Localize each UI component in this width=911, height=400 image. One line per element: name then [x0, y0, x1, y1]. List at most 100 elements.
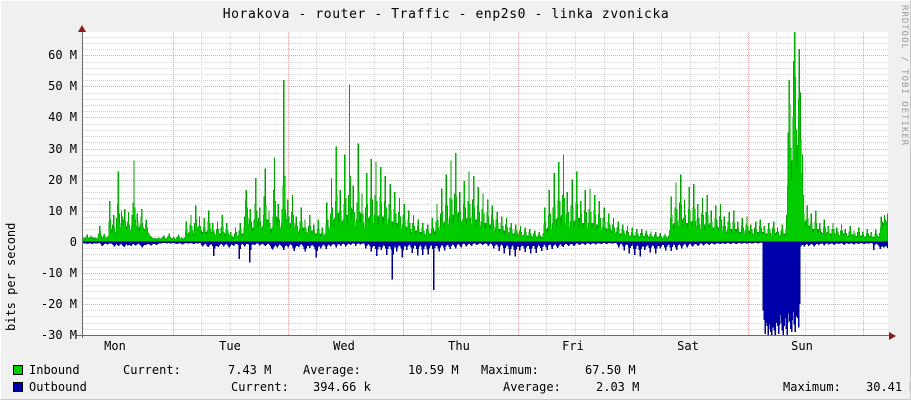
- gridline-h-minor: [82, 92, 888, 94]
- gridline-v-major: [747, 32, 749, 335]
- legend-maximum-value: 67.50 M: [585, 363, 636, 377]
- legend-maximum-label: Maximum:: [783, 380, 841, 394]
- legend-color-swatch: [13, 365, 23, 375]
- gridline-h-minor: [82, 260, 888, 262]
- legend-row[interactable]: Outbound Current: 394.66 k Average: 2.03 M Ma…: [13, 379, 910, 396]
- gridline-h-major: [82, 55, 888, 57]
- legend-current-value: 7.43 M: [228, 363, 272, 377]
- x-tick-label: Wed: [333, 339, 355, 353]
- y-tick-label: 50 M: [48, 79, 77, 94]
- plot-area: [82, 32, 888, 336]
- legend-color-swatch: [13, 382, 23, 392]
- gridline-h-minor: [82, 167, 888, 169]
- y-tick-label: 30 M: [48, 141, 77, 156]
- gridline-h-minor: [82, 67, 888, 69]
- inbound-area: [82, 32, 888, 243]
- x-tick-label: Thu: [448, 339, 470, 353]
- gridline-h-minor: [82, 42, 888, 44]
- gridline-v-minor: [488, 32, 490, 335]
- gridline-h-minor: [82, 61, 888, 63]
- gridline-h-major: [82, 117, 888, 119]
- rrdtool-watermark: RRDTOOL / TOBI OETIKER: [899, 5, 909, 147]
- plot-top-band: [82, 24, 888, 32]
- x-axis-line: [76, 335, 891, 336]
- x-tick-label: Sun: [791, 339, 813, 353]
- gridline-v-minor: [603, 32, 605, 335]
- y-axis-line: [82, 29, 83, 338]
- gridline-h-major: [82, 210, 888, 212]
- gridline-h-minor: [82, 142, 888, 144]
- legend-current-label: Current:: [231, 380, 289, 394]
- legend-row[interactable]: Inbound Current: 7.43 M Average: 10.59 M Maxi…: [13, 362, 903, 379]
- gridline-v-minor: [690, 32, 691, 335]
- gridline-v-minor: [718, 32, 720, 335]
- legend-current-value: 394.66 k: [313, 380, 371, 394]
- legend-maximum-value: 30.41 M: [866, 380, 910, 394]
- gridline-v-major: [172, 32, 174, 335]
- gridline-v-minor: [661, 32, 663, 335]
- legend: Inbound Current: 7.43 M Average: 10.59 M Maxi…: [13, 362, 910, 396]
- gridline-h-minor: [82, 322, 888, 324]
- gridline-h-minor: [82, 297, 888, 299]
- x-tick-label: Fri: [562, 339, 584, 353]
- gridline-h-minor: [82, 105, 888, 107]
- gridline-v-major: [287, 32, 289, 335]
- gridline-v-minor: [575, 32, 576, 335]
- gridline-h-minor: [82, 129, 888, 131]
- gridline-h-minor: [82, 49, 888, 51]
- gridline-h-minor: [82, 73, 888, 75]
- gridline-h-minor: [82, 254, 888, 256]
- gridline-h-major: [82, 272, 888, 274]
- gridline-v-minor: [805, 32, 806, 335]
- page-title: Horakova - router - Traffic - enp2s0 - l…: [222, 7, 670, 22]
- legend-series-name: Inbound: [29, 363, 80, 377]
- gridline-v-minor: [201, 32, 203, 335]
- gridline-v-major: [632, 32, 634, 335]
- outbound-area: [82, 241, 888, 335]
- gridline-h-minor: [82, 123, 888, 125]
- gridline-h-minor: [82, 36, 888, 38]
- gridline-h-minor: [82, 316, 888, 318]
- gridline-v-minor: [431, 32, 433, 335]
- gridline-h-minor: [82, 192, 888, 194]
- gridline-h-minor: [82, 185, 888, 187]
- y-tick-label: -10 M: [40, 265, 77, 280]
- gridline-h-minor: [82, 310, 888, 312]
- y-tick-label: -30 M: [40, 328, 77, 342]
- x-tick-label: Sat: [677, 339, 699, 353]
- gridline-v-minor: [776, 32, 778, 335]
- legend-average-value: 10.59 M: [408, 363, 459, 377]
- legend-series-name: Outbound: [29, 380, 87, 394]
- gridline-v-minor: [460, 32, 461, 335]
- gridline-v-major: [402, 32, 404, 335]
- gridline-h-minor: [82, 80, 888, 82]
- gridline-h-minor: [82, 285, 888, 287]
- y-tick-label: 40 M: [48, 110, 77, 125]
- gridline-h-minor: [82, 328, 888, 330]
- gridline-h-minor: [82, 198, 888, 200]
- traffic-series: [82, 32, 888, 335]
- y-tick-label: -20 M: [40, 296, 77, 311]
- x-tick-label: Mon: [104, 339, 126, 353]
- gridline-h-minor: [82, 160, 888, 162]
- gridline-h-minor: [82, 247, 888, 249]
- gridline-v-minor: [258, 32, 260, 335]
- gridline-h-minor: [82, 173, 888, 175]
- gridline-v-minor: [316, 32, 318, 335]
- gridline-v-minor: [546, 32, 548, 335]
- y-tick-label: 0: [69, 234, 77, 249]
- y-tick-label: 20 M: [48, 172, 77, 187]
- legend-current-label: Current:: [123, 363, 181, 377]
- y-axis-arrow-icon: [78, 25, 86, 32]
- gridline-v-major: [862, 32, 864, 335]
- gridline-h-minor: [82, 291, 888, 293]
- gridline-h-minor: [82, 136, 888, 138]
- legend-average-label: Average:: [503, 380, 561, 394]
- gridline-h-minor: [82, 266, 888, 268]
- gridline-h-major: [82, 86, 888, 88]
- gridline-v-minor: [833, 32, 835, 335]
- gridline-h-minor: [82, 279, 888, 281]
- gridline-v-major: [517, 32, 519, 335]
- gridline-h-minor: [82, 154, 888, 156]
